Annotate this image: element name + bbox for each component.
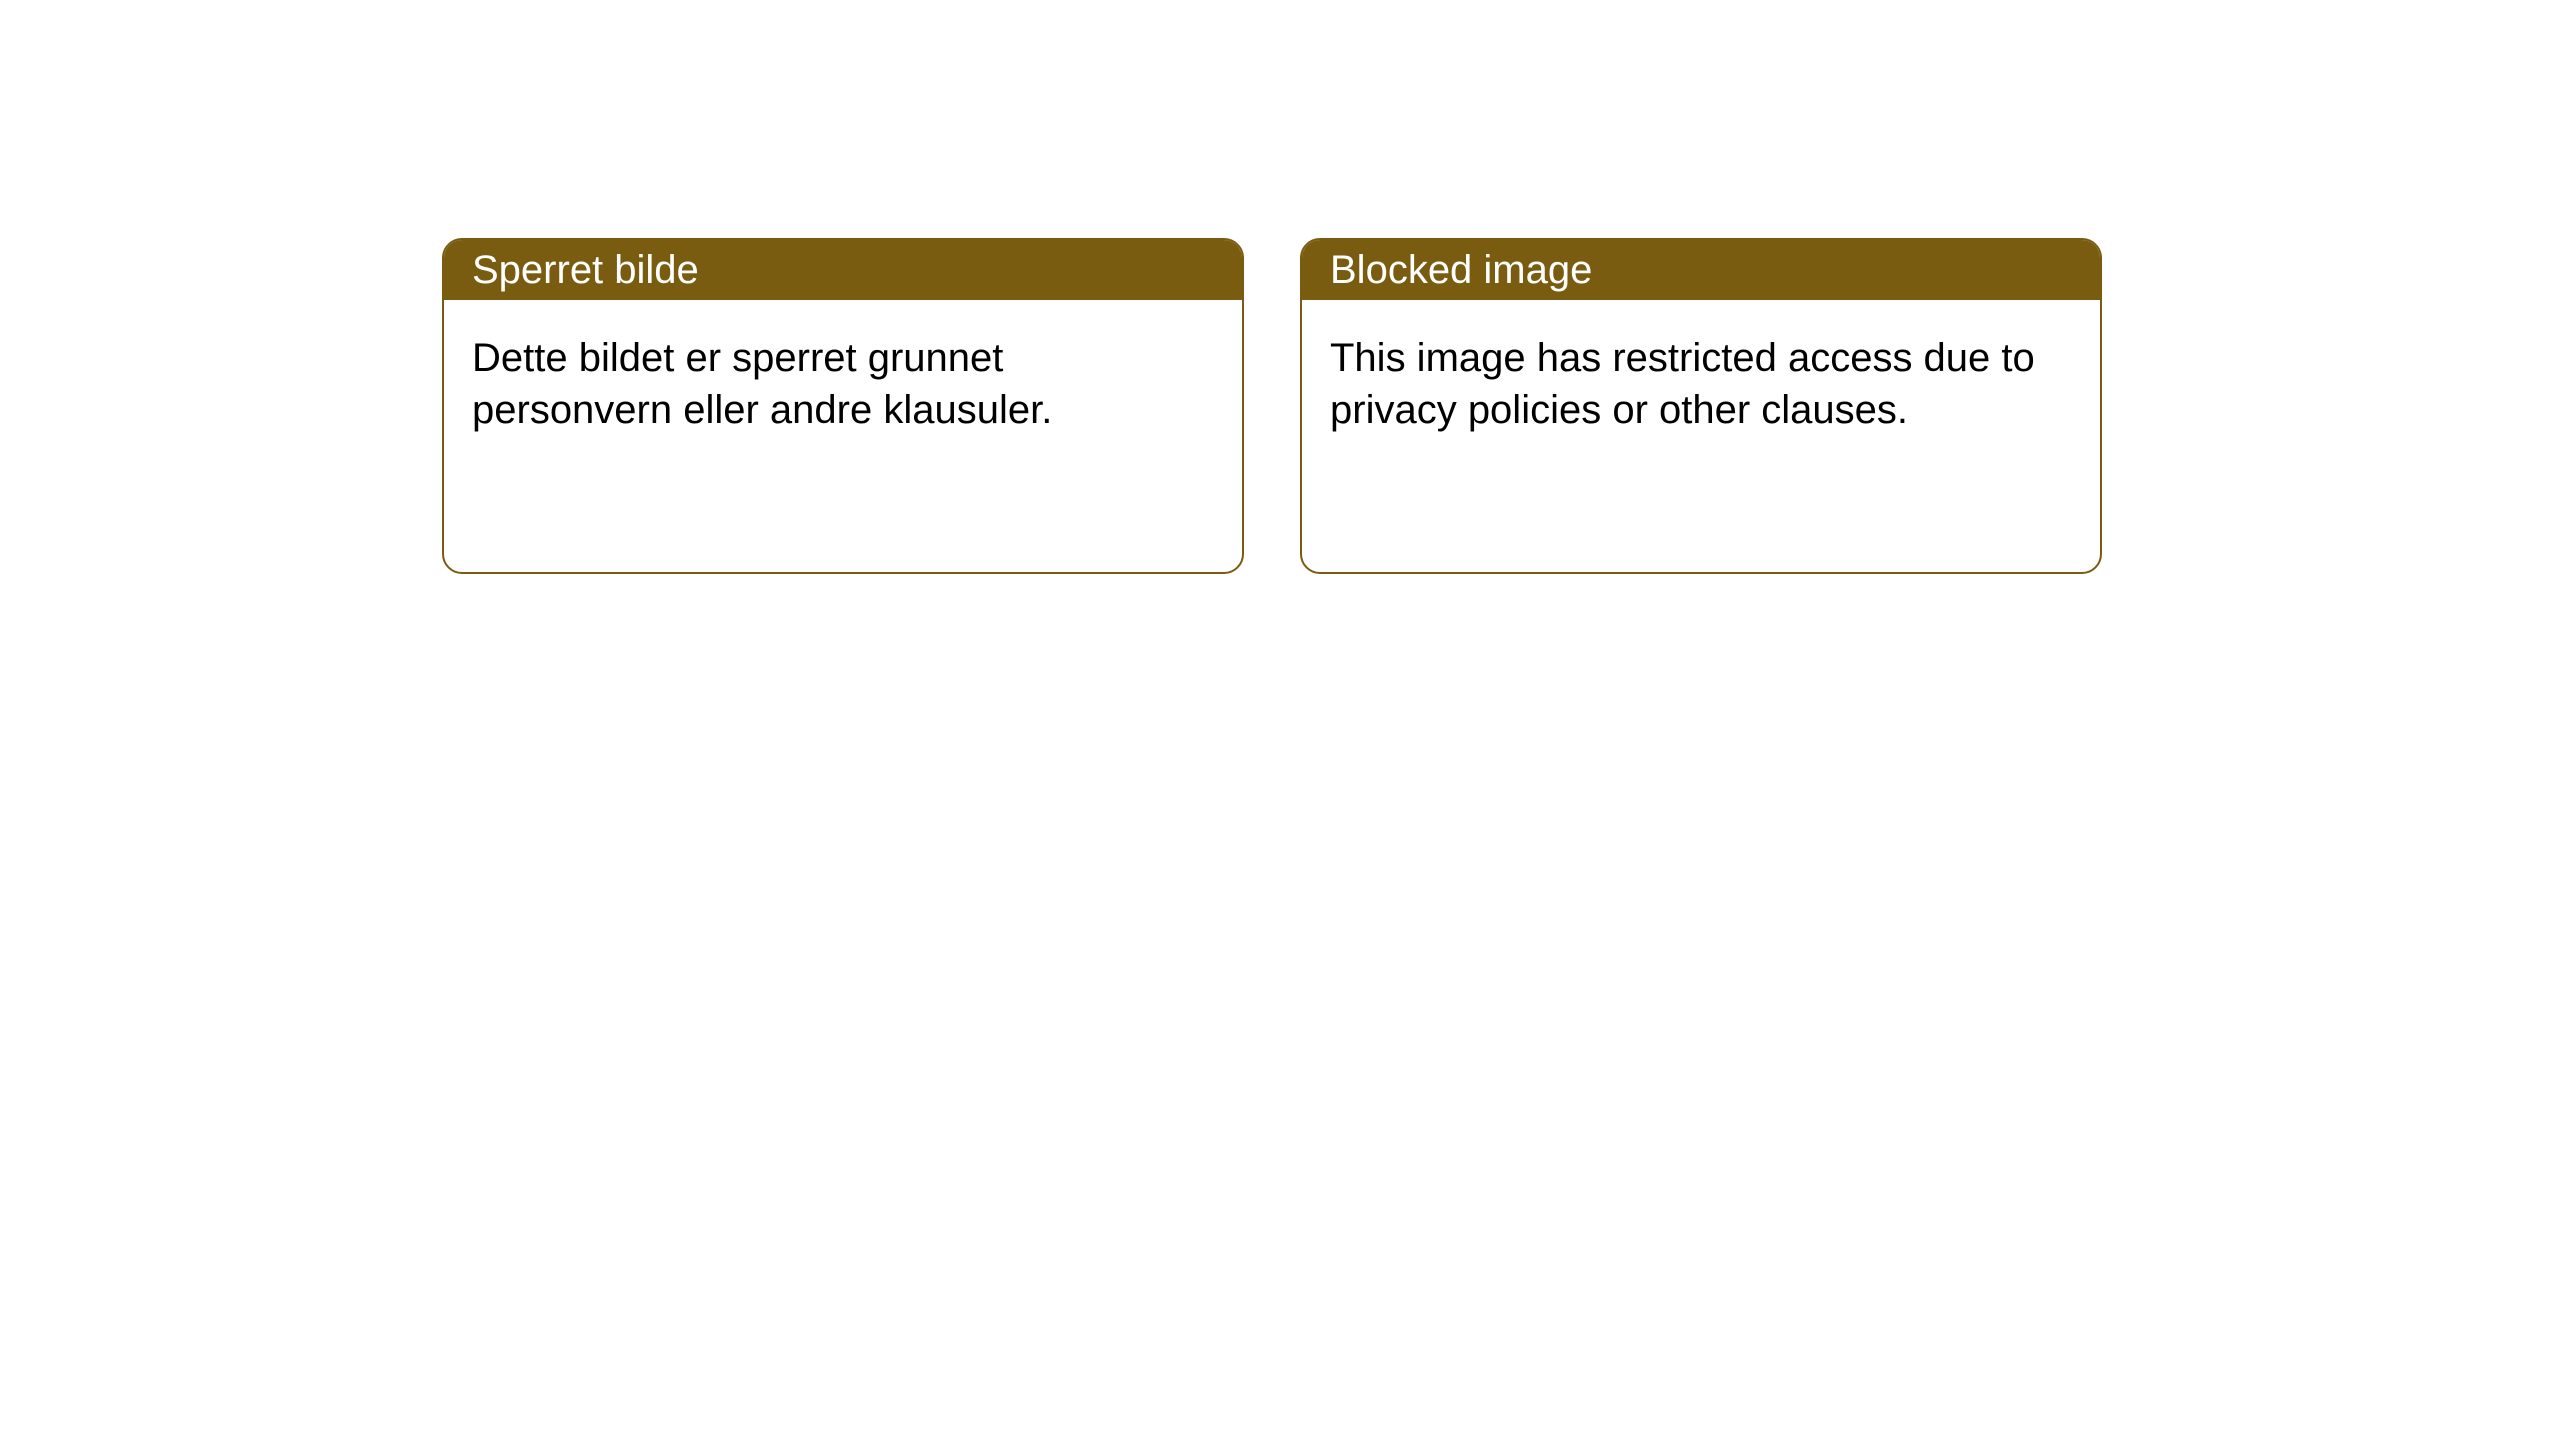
card-english-body: This image has restricted access due to … <box>1302 300 2100 468</box>
card-norwegian-header: Sperret bilde <box>444 240 1242 300</box>
card-norwegian-title: Sperret bilde <box>472 248 699 293</box>
card-english: Blocked image This image has restricted … <box>1300 238 2102 574</box>
card-english-body-text: This image has restricted access due to … <box>1330 336 2035 432</box>
card-norwegian: Sperret bilde Dette bildet er sperret gr… <box>442 238 1244 574</box>
card-container: Sperret bilde Dette bildet er sperret gr… <box>442 238 2102 574</box>
card-english-header: Blocked image <box>1302 240 2100 300</box>
card-norwegian-body: Dette bildet er sperret grunnet personve… <box>444 300 1242 468</box>
card-english-title: Blocked image <box>1330 248 1592 293</box>
card-norwegian-body-text: Dette bildet er sperret grunnet personve… <box>472 336 1052 432</box>
